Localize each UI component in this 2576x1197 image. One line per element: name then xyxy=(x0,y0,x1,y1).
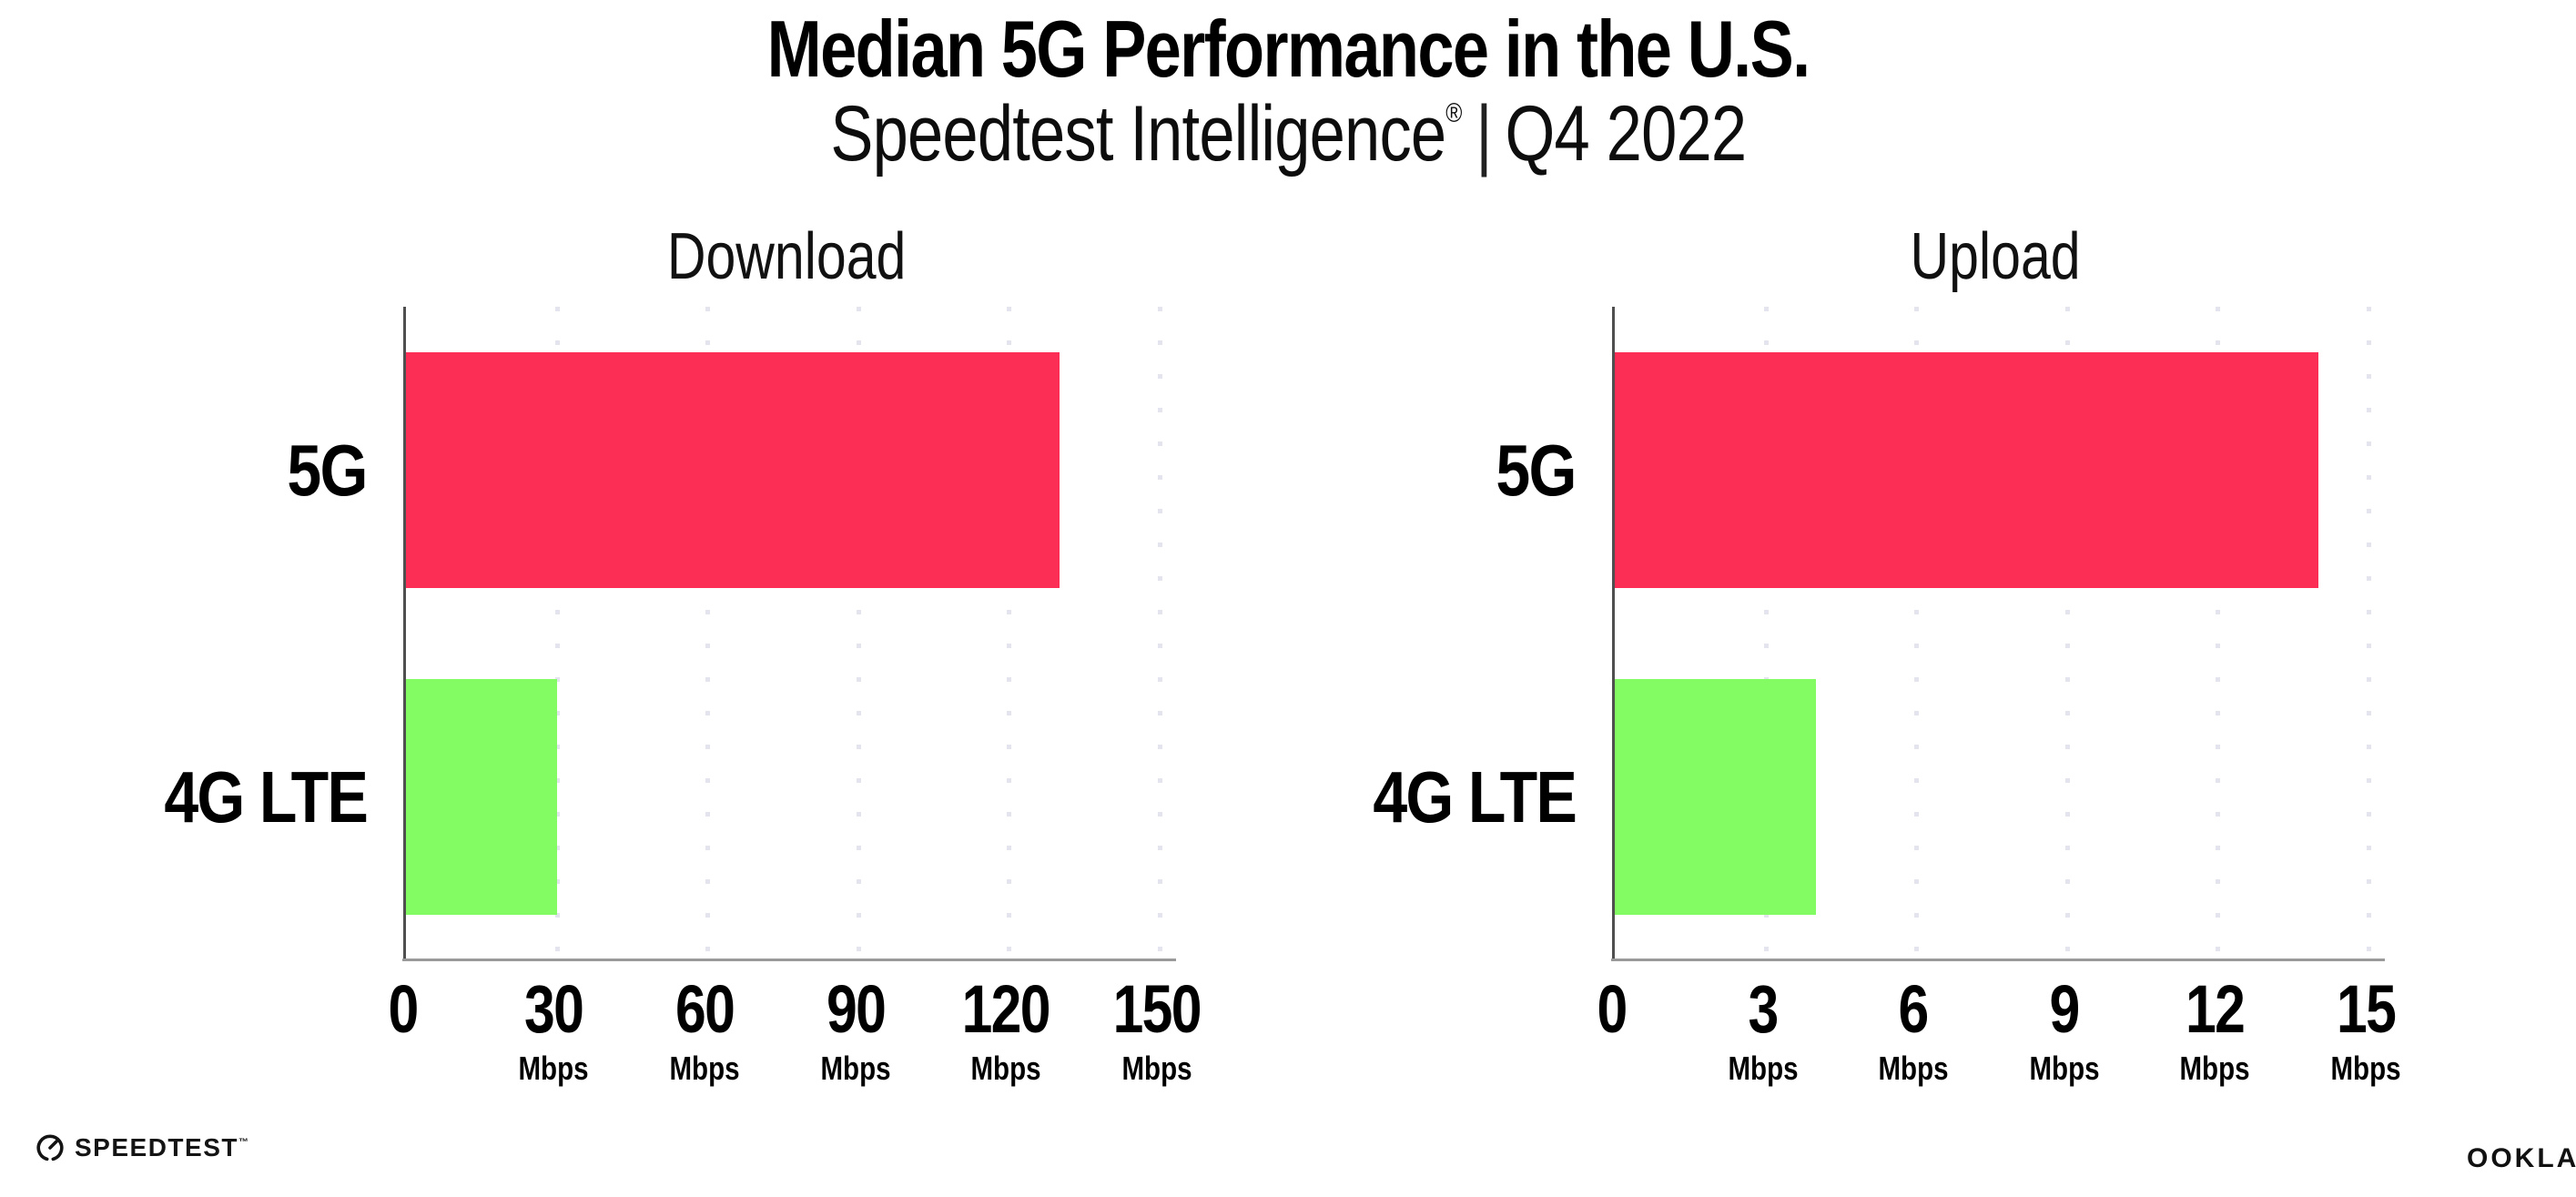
page-subtitle-text: Speedtest Intelligence® | Q4 2022 xyxy=(830,95,1747,173)
upload-gridline-6 xyxy=(1914,307,1920,966)
download-tick-0: 0 xyxy=(388,971,420,1047)
download-chart-title: Download xyxy=(667,220,907,293)
upload-category-label-4g-lte: 4G LTE xyxy=(1373,756,1577,837)
download-category-label-4g-lte: 4G LTE xyxy=(164,756,368,837)
upload-chart-title: Upload xyxy=(1910,220,2082,293)
download-tick-60: 60 Mbps xyxy=(669,971,740,1087)
download-gridline-90 xyxy=(856,307,861,966)
download-tick-30: 30 Mbps xyxy=(518,971,589,1087)
download-tick-90: 90 Mbps xyxy=(820,971,891,1087)
download-gridline-30 xyxy=(554,307,560,966)
download-tick-120: 120 Mbps xyxy=(961,971,1051,1087)
upload-tick-9: 9 Mbps xyxy=(2029,971,2100,1087)
ookla-wordmark: OOKLA xyxy=(2467,1143,2576,1173)
download-category-label-5g: 5G xyxy=(287,429,369,511)
download-gridline-120 xyxy=(1007,307,1012,966)
upload-tick-12: 12 Mbps xyxy=(2179,971,2250,1087)
trademark-icon: ™ xyxy=(238,1137,250,1148)
upload-category-label-5g: 5G xyxy=(1496,429,1577,511)
upload-x-axis-line xyxy=(1611,959,2385,961)
subtitle-separator: | xyxy=(1475,90,1492,178)
download-bar-5g xyxy=(406,352,1060,588)
download-plot-area xyxy=(403,307,1162,966)
upload-bar-4g-lte xyxy=(1615,679,1816,915)
speedtest-gauge-icon xyxy=(36,1134,64,1161)
speedtest-logo: SPEEDTEST™ xyxy=(35,1132,249,1163)
download-gridline-60 xyxy=(705,307,711,966)
upload-gridline-9 xyxy=(2064,307,2070,966)
download-bar-4g-lte xyxy=(406,679,557,915)
download-x-axis-line xyxy=(402,959,1176,961)
upload-plot-area xyxy=(1612,307,2371,966)
upload-gridline-12 xyxy=(2216,307,2221,966)
page-title-text: Median 5G Performance in the U.S. xyxy=(766,4,1810,94)
upload-tick-0: 0 xyxy=(1597,971,1628,1047)
subtitle-brand: Speedtest Intelligence xyxy=(830,90,1446,178)
page-title: Median 5G Performance in the U.S. xyxy=(0,9,2576,89)
upload-tick-6: 6 Mbps xyxy=(1878,971,1949,1087)
ookla-logo: OOKLA® xyxy=(2467,1143,2576,1174)
speedtest-wordmark: SPEEDTEST™ xyxy=(75,1133,250,1161)
upload-gridline-15 xyxy=(2367,307,2371,966)
upload-gridline-3 xyxy=(1763,307,1769,966)
upload-tick-3: 3 Mbps xyxy=(1728,971,1799,1087)
subtitle-period: Q4 2022 xyxy=(1505,90,1747,178)
download-gridline-150 xyxy=(1158,307,1162,966)
registered-trademark-icon: ® xyxy=(1445,98,1463,128)
download-tick-150: 150 Mbps xyxy=(1112,971,1202,1087)
upload-tick-15: 15 Mbps xyxy=(2330,971,2401,1087)
page-subtitle: Speedtest Intelligence® | Q4 2022 xyxy=(0,95,2576,173)
upload-bar-5g xyxy=(1615,352,2318,588)
